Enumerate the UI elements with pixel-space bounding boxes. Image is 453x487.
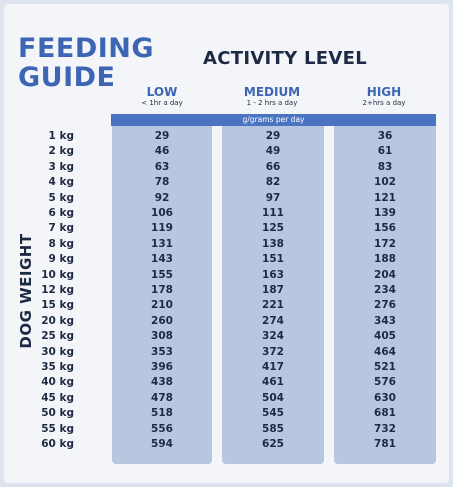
grams-high-cell: 36 xyxy=(377,130,393,142)
grams-high-cell: 121 xyxy=(374,191,396,204)
grams-high-cell: 681 xyxy=(374,407,396,420)
grams-low-cell: 46 xyxy=(154,145,170,158)
grams-low-cell: 119 xyxy=(151,222,173,235)
grams-high-cell: 188 xyxy=(374,253,396,266)
grams-high-cell: 405 xyxy=(374,330,396,343)
weight-label: 6 kg xyxy=(48,207,74,219)
grams-high-cell: 139 xyxy=(374,207,396,219)
column-header-high: HIGH 2+hrs a day xyxy=(334,85,434,108)
weight-label: 9 kg xyxy=(48,253,74,266)
grams-high-cell: 732 xyxy=(374,422,396,435)
grams-low-cell: 396 xyxy=(151,361,173,373)
grams-high-cell: 172 xyxy=(374,237,396,250)
grams-high-cell: 781 xyxy=(374,438,396,450)
grams-low-cell: 438 xyxy=(151,376,173,389)
grams-medium-cell: 111 xyxy=(262,207,284,219)
grams-medium-cell: 82 xyxy=(265,176,281,189)
column-header-medium: MEDIUM 1 - 2 hrs a day xyxy=(222,85,322,108)
unit-header-bar: g/grams per day xyxy=(111,114,436,126)
weight-label: 3 kg xyxy=(48,160,74,173)
weight-label: 15 kg xyxy=(41,299,74,312)
grams-low-cell: 29 xyxy=(154,130,170,142)
column-desc-label: 1 - 2 hrs a day xyxy=(246,99,298,107)
low-column-background xyxy=(112,126,212,464)
grams-low-cell: 178 xyxy=(151,284,173,296)
grams-medium-cell: 372 xyxy=(262,345,284,358)
grams-medium-cell: 221 xyxy=(262,299,284,312)
grams-low-cell: 556 xyxy=(151,422,173,435)
grams-medium-cell: 138 xyxy=(262,237,284,250)
weight-label: 1 kg xyxy=(48,130,74,142)
weight-label: 12 kg xyxy=(41,284,74,296)
grams-medium-cell: 66 xyxy=(265,160,281,173)
weight-label: 35 kg xyxy=(41,361,74,373)
column-level-label: MEDIUM xyxy=(243,85,301,99)
grams-high-cell: 630 xyxy=(374,391,396,404)
grams-low-cell: 353 xyxy=(151,345,173,358)
grams-high-cell: 576 xyxy=(374,376,396,389)
column-desc-label: 2+hrs a day xyxy=(362,99,406,107)
grams-low-cell: 143 xyxy=(151,253,173,266)
grams-medium-cell: 545 xyxy=(262,407,284,420)
column-level-label: HIGH xyxy=(366,85,402,99)
grams-medium-cell: 187 xyxy=(262,284,284,296)
grams-low-cell: 78 xyxy=(154,176,170,189)
weight-label: 4 kg xyxy=(48,176,74,189)
column-header-low: LOW < 1hr a day xyxy=(112,85,212,108)
weight-label: 20 kg xyxy=(41,314,74,327)
medium-column-background xyxy=(222,126,324,464)
weight-label: 40 kg xyxy=(41,376,74,389)
activity-level-heading: ACTIVITY LEVEL xyxy=(203,48,367,69)
grams-medium-cell: 324 xyxy=(262,330,284,343)
weight-label: 25 kg xyxy=(41,330,74,343)
grams-medium-cell: 97 xyxy=(265,191,281,204)
grams-medium-cell: 29 xyxy=(265,130,281,142)
weight-label: 8 kg xyxy=(48,237,74,250)
grams-low-cell: 210 xyxy=(151,299,173,312)
weight-label: 45 kg xyxy=(41,391,74,404)
grams-high-cell: 276 xyxy=(374,299,396,312)
weight-label: 50 kg xyxy=(41,407,74,420)
grams-high-cell: 156 xyxy=(374,222,396,235)
grams-low-cell: 63 xyxy=(154,160,170,173)
grams-high-cell: 464 xyxy=(374,345,396,358)
grams-medium-cell: 125 xyxy=(262,222,284,235)
weight-label: 60 kg xyxy=(41,438,74,450)
grams-low-cell: 92 xyxy=(154,191,170,204)
weight-label: 5 kg xyxy=(48,191,74,204)
grams-low-cell: 131 xyxy=(151,237,173,250)
column-desc-label: < 1hr a day xyxy=(141,99,183,107)
weight-label: 55 kg xyxy=(41,422,74,435)
high-column-background xyxy=(334,126,436,464)
grams-high-cell: 521 xyxy=(374,361,396,373)
grams-medium-cell: 461 xyxy=(262,376,284,389)
weight-label: 10 kg xyxy=(41,268,74,281)
grams-medium-cell: 585 xyxy=(262,422,284,435)
grams-low-cell: 308 xyxy=(151,330,173,343)
grams-medium-cell: 274 xyxy=(262,314,284,327)
page-title: FEEDING GUIDE xyxy=(18,33,155,93)
grams-medium-cell: 49 xyxy=(265,145,281,158)
grams-high-cell: 234 xyxy=(374,284,396,296)
weight-label: 30 kg xyxy=(41,345,74,358)
grams-medium-cell: 163 xyxy=(262,268,284,281)
grams-low-cell: 260 xyxy=(151,314,173,327)
grams-low-cell: 594 xyxy=(151,438,173,450)
grams-high-cell: 102 xyxy=(374,176,396,189)
grams-low-cell: 106 xyxy=(151,207,173,219)
weight-label: 7 kg xyxy=(48,222,74,235)
grams-low-cell: 518 xyxy=(151,407,173,420)
weight-label: 2 kg xyxy=(48,145,74,158)
column-level-label: LOW xyxy=(146,85,178,99)
grams-medium-cell: 151 xyxy=(262,253,284,266)
grams-low-cell: 478 xyxy=(151,391,173,404)
grams-high-cell: 204 xyxy=(374,268,396,281)
grams-high-cell: 343 xyxy=(374,314,396,327)
grams-high-cell: 83 xyxy=(377,160,393,173)
grams-medium-cell: 417 xyxy=(262,361,284,373)
grams-medium-cell: 504 xyxy=(262,391,284,404)
grams-high-cell: 61 xyxy=(377,145,393,158)
grams-low-cell: 155 xyxy=(151,268,173,281)
grams-medium-cell: 625 xyxy=(262,438,284,450)
